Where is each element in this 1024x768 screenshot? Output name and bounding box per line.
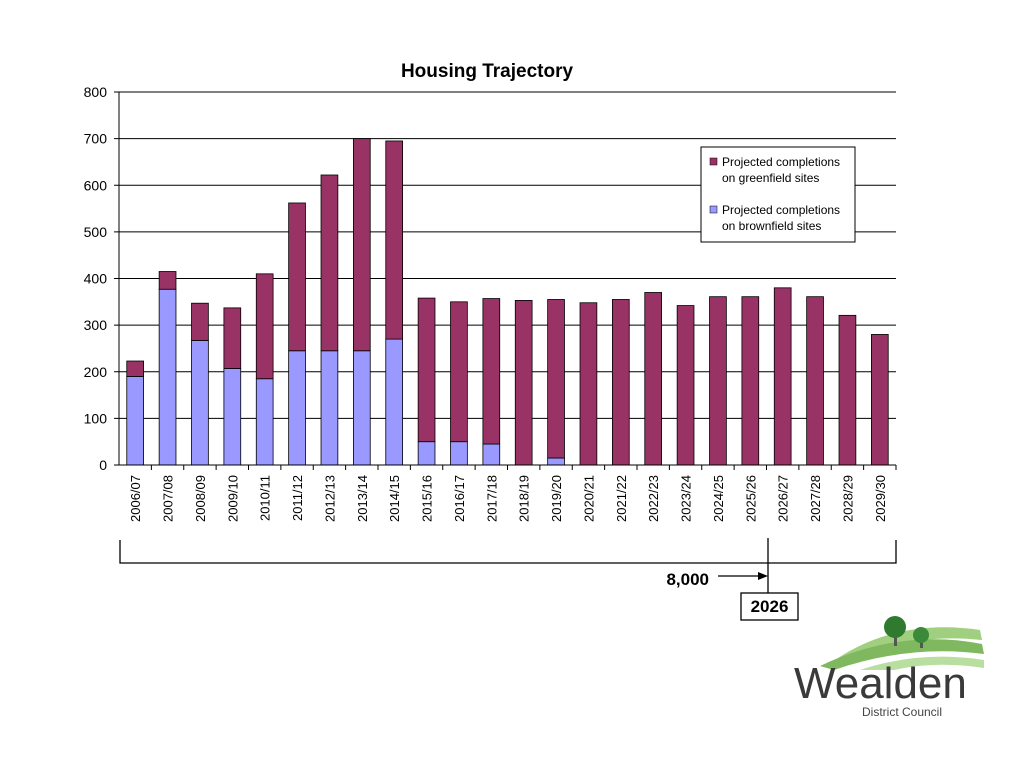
x-tick-label-2026-27: 2026/27 xyxy=(776,475,791,522)
bar-greenfield-2013-14 xyxy=(352,138,371,352)
bar-greenfield-2009-10 xyxy=(223,307,242,369)
x-tick-label-2015-16: 2015/16 xyxy=(420,475,435,522)
bar-greenfield-2010-11 xyxy=(255,273,274,380)
x-tick-label-2025-26: 2025/26 xyxy=(743,475,758,522)
chart-title: Housing Trajectory xyxy=(401,61,574,82)
bar-brownfield-2014-15 xyxy=(385,338,404,466)
year-label-box xyxy=(740,592,799,621)
bar-greenfield-2023-24 xyxy=(676,305,695,466)
bar-greenfield-2018-19 xyxy=(514,300,533,466)
bar-greenfield-2017-18 xyxy=(482,298,501,445)
bar-brownfield-2007-08 xyxy=(158,288,177,466)
gridlines xyxy=(119,91,896,419)
total-label: 8,000 xyxy=(666,570,709,589)
y-tick-label-800: 800 xyxy=(84,84,108,100)
y-tick-label-0: 0 xyxy=(99,457,107,473)
bar-greenfield-2025-26 xyxy=(741,296,760,466)
bar-greenfield-2015-16 xyxy=(417,297,436,443)
legend-label-greenfield-line1: Projected completions xyxy=(722,155,840,169)
bar-greenfield-2021-22 xyxy=(611,299,630,466)
x-tick-label-2023-24: 2023/24 xyxy=(679,475,694,522)
y-tick-label-300: 300 xyxy=(84,317,108,333)
legend-box xyxy=(700,146,856,243)
x-tick-label-2011-12: 2011/12 xyxy=(290,475,305,521)
x-tick-label-2027-28: 2027/28 xyxy=(808,475,823,522)
bar-greenfield-2026-27 xyxy=(773,287,792,466)
y-tick-label-100: 100 xyxy=(84,410,108,426)
bar-greenfield-2011-12 xyxy=(288,202,306,352)
axes xyxy=(114,91,897,470)
bar-greenfield-2019-20 xyxy=(547,299,565,459)
logo-subtitle: District Council xyxy=(862,705,943,719)
x-tick-label-2012-13: 2012/13 xyxy=(322,475,337,522)
bar-greenfield-2006-07 xyxy=(126,360,145,377)
logo-wordmark: Wealden xyxy=(794,659,967,708)
x-tick-label-2017-18: 2017/18 xyxy=(484,475,499,522)
y-tick-label-400: 400 xyxy=(84,271,108,287)
bar-greenfield-2012-13 xyxy=(320,174,339,352)
logo-hills-icon xyxy=(820,616,984,670)
bar-brownfield-2013-14 xyxy=(352,350,371,466)
bar-brownfield-2010-11 xyxy=(255,378,274,466)
period-annotation: 8,000 2026 xyxy=(119,538,897,621)
bar-brownfield-2016-17 xyxy=(450,441,468,466)
bar-greenfield-2020-21 xyxy=(579,302,598,466)
arrow-head xyxy=(758,572,768,580)
bar-greenfield-2016-17 xyxy=(450,301,468,443)
bar-brownfield-2009-10 xyxy=(223,368,242,466)
legend-swatch-brownfield xyxy=(709,205,718,214)
x-tick-label-2022-23: 2022/23 xyxy=(646,475,661,522)
legend-swatch-greenfield xyxy=(709,157,718,166)
legend-label-brownfield-line2: on brownfield sites xyxy=(722,219,821,233)
bar-brownfield-2015-16 xyxy=(417,441,436,466)
x-tick-label-2016-17: 2016/17 xyxy=(452,475,467,522)
bar-greenfield-2024-25 xyxy=(709,296,727,466)
legend-label-greenfield-line2: on greenfield sites xyxy=(722,171,819,185)
bar-brownfield-2008-09 xyxy=(191,340,209,466)
y-tick-labels: 0 100 200 300 400 500 600 700 800 xyxy=(84,84,108,473)
x-tick-label-2009-10: 2009/10 xyxy=(225,475,240,522)
bar-greenfield-2027-28 xyxy=(806,296,824,466)
y-tick-label-500: 500 xyxy=(84,224,108,240)
x-tick-label-2007-08: 2007/08 xyxy=(161,475,176,522)
year-label: 2026 xyxy=(751,597,789,616)
bar-brownfield-2019-20 xyxy=(547,457,565,466)
bar-greenfield-2029-30 xyxy=(870,334,889,466)
legend-label-brownfield-line1: Projected completions xyxy=(722,203,840,217)
x-tick-label-2019-20: 2019/20 xyxy=(549,475,564,522)
x-tick-label-2029-30: 2029/30 xyxy=(873,475,888,522)
x-tick-label-2021-22: 2021/22 xyxy=(614,475,629,522)
council-logo: Wealden District Council xyxy=(790,610,990,722)
x-tick-label-2018-19: 2018/19 xyxy=(517,475,532,522)
bar-brownfield-2011-12 xyxy=(288,350,306,466)
bar-brownfield-2017-18 xyxy=(482,443,501,466)
period-bracket xyxy=(119,540,897,564)
y-tick-label-700: 700 xyxy=(84,131,108,147)
x-tick-label-2024-25: 2024/25 xyxy=(711,475,726,522)
x-tick-label-2006-07: 2006/07 xyxy=(128,475,143,522)
x-tick-labels: 2006/07 2007/08 2008/09 2009/10 2010/11 2011/… xyxy=(128,475,888,522)
x-tick-label-2013-14: 2013/14 xyxy=(355,475,370,522)
bar-greenfield-2022-23 xyxy=(644,292,663,466)
bar-brownfield-2006-07 xyxy=(126,376,145,466)
y-tick-label-600: 600 xyxy=(84,177,108,193)
x-tick-label-2028-29: 2028/29 xyxy=(840,475,855,522)
bar-greenfield-2028-29 xyxy=(838,314,857,466)
bar-greenfield-2014-15 xyxy=(385,140,404,340)
x-tick-label-2010-11: 2010/11 xyxy=(258,475,273,521)
bar-greenfield-2007-08 xyxy=(158,271,177,290)
bar-brownfield-2012-13 xyxy=(320,350,339,466)
y-tick-label-200: 200 xyxy=(84,364,108,380)
x-tick-label-2008-09: 2008/09 xyxy=(193,475,208,522)
x-tick-label-2014-15: 2014/15 xyxy=(387,475,402,522)
bar-greenfield-2008-09 xyxy=(191,302,209,341)
x-tick-label-2020-21: 2020/21 xyxy=(581,475,596,522)
legend: Projected completions on greenfield site… xyxy=(700,146,856,243)
